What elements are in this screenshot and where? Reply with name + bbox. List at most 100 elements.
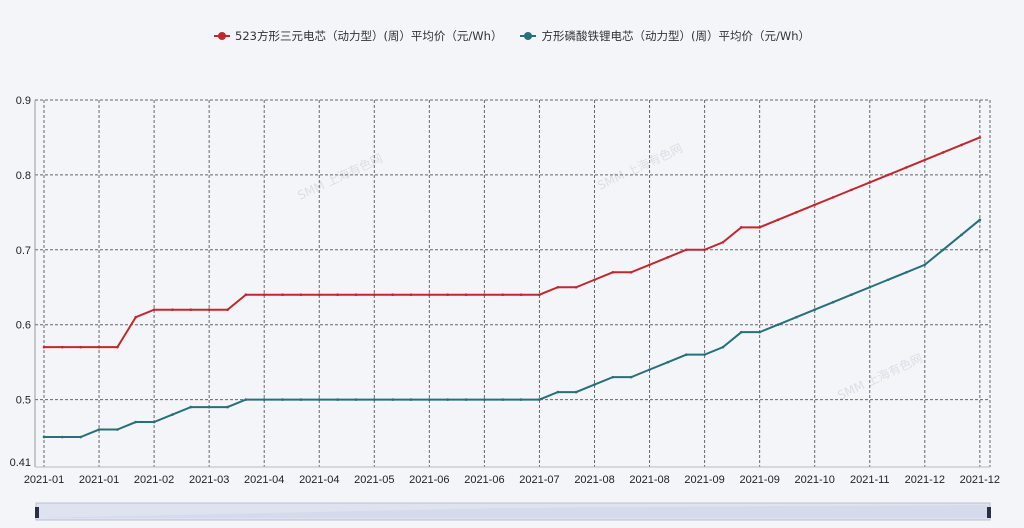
data-point[interactable] <box>336 293 339 297</box>
data-point[interactable] <box>79 345 82 349</box>
data-point[interactable] <box>758 330 761 334</box>
data-point[interactable] <box>134 315 138 319</box>
data-point[interactable] <box>262 398 266 401</box>
data-point[interactable] <box>538 398 541 401</box>
data-point[interactable] <box>299 398 303 401</box>
data-point[interactable] <box>941 248 945 252</box>
data-point[interactable] <box>593 278 596 282</box>
data-point[interactable] <box>740 226 743 229</box>
data-point[interactable] <box>391 398 394 401</box>
data-point[interactable] <box>152 308 156 312</box>
data-point[interactable] <box>171 308 174 312</box>
data-point[interactable] <box>483 293 486 297</box>
data-point[interactable] <box>446 293 450 297</box>
data-point[interactable] <box>629 375 633 379</box>
data-point[interactable] <box>317 398 321 401</box>
data-point[interactable] <box>850 293 853 297</box>
data-point[interactable] <box>428 293 431 297</box>
data-point[interactable] <box>299 293 303 297</box>
data-point[interactable] <box>941 151 945 154</box>
data-point[interactable] <box>281 293 284 297</box>
data-point[interactable] <box>409 398 413 401</box>
data-point[interactable] <box>519 293 523 297</box>
data-point[interactable] <box>61 435 64 439</box>
data-point[interactable] <box>886 173 890 177</box>
data-point[interactable] <box>373 293 376 297</box>
data-point[interactable] <box>923 158 927 162</box>
data-point[interactable] <box>648 263 651 267</box>
legend-item-ncm523[interactable]: 523方形三元电芯（动力型）(周）平均价（元/Wh） <box>214 28 502 44</box>
data-point[interactable] <box>464 293 468 297</box>
data-point[interactable] <box>354 293 358 297</box>
data-point[interactable] <box>226 405 229 409</box>
data-point[interactable] <box>189 405 193 409</box>
data-point[interactable] <box>629 270 633 274</box>
data-point[interactable] <box>978 218 982 222</box>
data-point[interactable] <box>483 398 486 401</box>
data-point[interactable] <box>61 345 64 349</box>
data-point[interactable] <box>574 390 578 394</box>
data-point[interactable] <box>42 435 46 439</box>
data-point[interactable] <box>684 353 688 356</box>
data-point[interactable] <box>538 293 541 297</box>
data-point[interactable] <box>226 308 229 312</box>
data-point[interactable] <box>281 398 284 401</box>
data-point[interactable] <box>648 368 651 371</box>
data-point[interactable] <box>501 293 505 297</box>
data-point[interactable] <box>189 308 193 312</box>
data-point[interactable] <box>831 300 835 304</box>
data-point[interactable] <box>556 390 560 394</box>
data-point[interactable] <box>501 398 505 401</box>
data-point[interactable] <box>593 383 596 386</box>
data-point[interactable] <box>978 136 982 139</box>
data-point[interactable] <box>354 398 358 401</box>
data-point[interactable] <box>795 315 798 319</box>
data-point[interactable] <box>574 285 578 289</box>
data-point[interactable] <box>666 255 670 259</box>
data-point[interactable] <box>336 398 339 401</box>
data-point[interactable] <box>703 353 706 356</box>
data-point[interactable] <box>813 308 816 312</box>
data-point[interactable] <box>960 143 963 147</box>
data-point[interactable] <box>666 360 670 364</box>
data-point[interactable] <box>97 428 101 431</box>
data-point[interactable] <box>134 420 138 424</box>
data-point[interactable] <box>703 248 706 252</box>
data-point[interactable] <box>831 196 835 199</box>
legend-item-lfp[interactable]: 方形磷酸铁锂电芯（动力型）(周）平均价（元/Wh） <box>520 28 810 44</box>
data-point[interactable] <box>886 278 890 282</box>
data-point[interactable] <box>776 218 780 222</box>
data-point[interactable] <box>373 398 376 401</box>
data-point[interactable] <box>244 398 248 401</box>
data-point[interactable] <box>850 188 853 192</box>
data-point[interactable] <box>611 270 615 274</box>
data-point[interactable] <box>207 405 211 409</box>
zoom-handle-right[interactable] <box>987 507 991 518</box>
data-point[interactable] <box>758 226 761 229</box>
data-point[interactable] <box>391 293 394 297</box>
data-point[interactable] <box>868 181 872 184</box>
data-point[interactable] <box>905 166 908 169</box>
data-point[interactable] <box>409 293 413 297</box>
data-point[interactable] <box>776 323 780 326</box>
data-point[interactable] <box>446 398 450 401</box>
data-point[interactable] <box>116 428 119 431</box>
data-point[interactable] <box>868 285 872 289</box>
data-point[interactable] <box>116 345 119 349</box>
data-point[interactable] <box>795 211 798 214</box>
data-point[interactable] <box>960 233 963 237</box>
data-point[interactable] <box>79 435 82 439</box>
data-point[interactable] <box>905 270 908 274</box>
data-point[interactable] <box>721 241 725 244</box>
data-point[interactable] <box>611 375 615 379</box>
data-point[interactable] <box>740 330 743 334</box>
data-point[interactable] <box>684 248 688 252</box>
data-point[interactable] <box>813 203 816 207</box>
data-point[interactable] <box>923 263 927 267</box>
data-point[interactable] <box>42 345 46 349</box>
data-point[interactable] <box>317 293 321 297</box>
data-point[interactable] <box>556 285 560 289</box>
data-point[interactable] <box>519 398 523 401</box>
data-point[interactable] <box>97 345 101 349</box>
data-point[interactable] <box>152 420 156 424</box>
